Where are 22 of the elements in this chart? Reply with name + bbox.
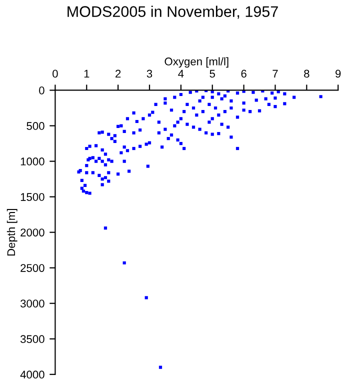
- x-tick-label: 3: [146, 70, 152, 78]
- x-tick-label: 7: [272, 70, 278, 78]
- y-axis-title: Depth [m]: [6, 209, 18, 256]
- y-tick-label: 2500: [20, 264, 44, 272]
- x-tick-label: 5: [210, 70, 215, 78]
- x-tick-label: 2: [116, 70, 121, 78]
- y-tick-label: 500: [26, 122, 44, 130]
- y-tick-label: 4000: [20, 370, 44, 379]
- y-tick-label: 1500: [20, 193, 44, 201]
- x-tick-label: 1: [84, 70, 90, 78]
- x-tick-label: 8: [304, 70, 310, 78]
- y-tick-label: 1000: [20, 158, 44, 166]
- x-axis-title: Oxygen [ml/l]: [164, 57, 228, 68]
- y-tick-label: 3000: [20, 300, 44, 308]
- chart-title: MODS2005 in November, 1957: [68, 6, 278, 19]
- x-tick-label: 6: [241, 70, 246, 78]
- y-tick-label: 2000: [20, 228, 44, 236]
- y-tick-label: 0: [39, 86, 44, 94]
- y-tick-label: 3500: [20, 335, 44, 344]
- x-tick-label: 0: [52, 70, 58, 78]
- x-tick-label: 9: [336, 70, 341, 78]
- x-tick-label: 4: [178, 70, 184, 78]
